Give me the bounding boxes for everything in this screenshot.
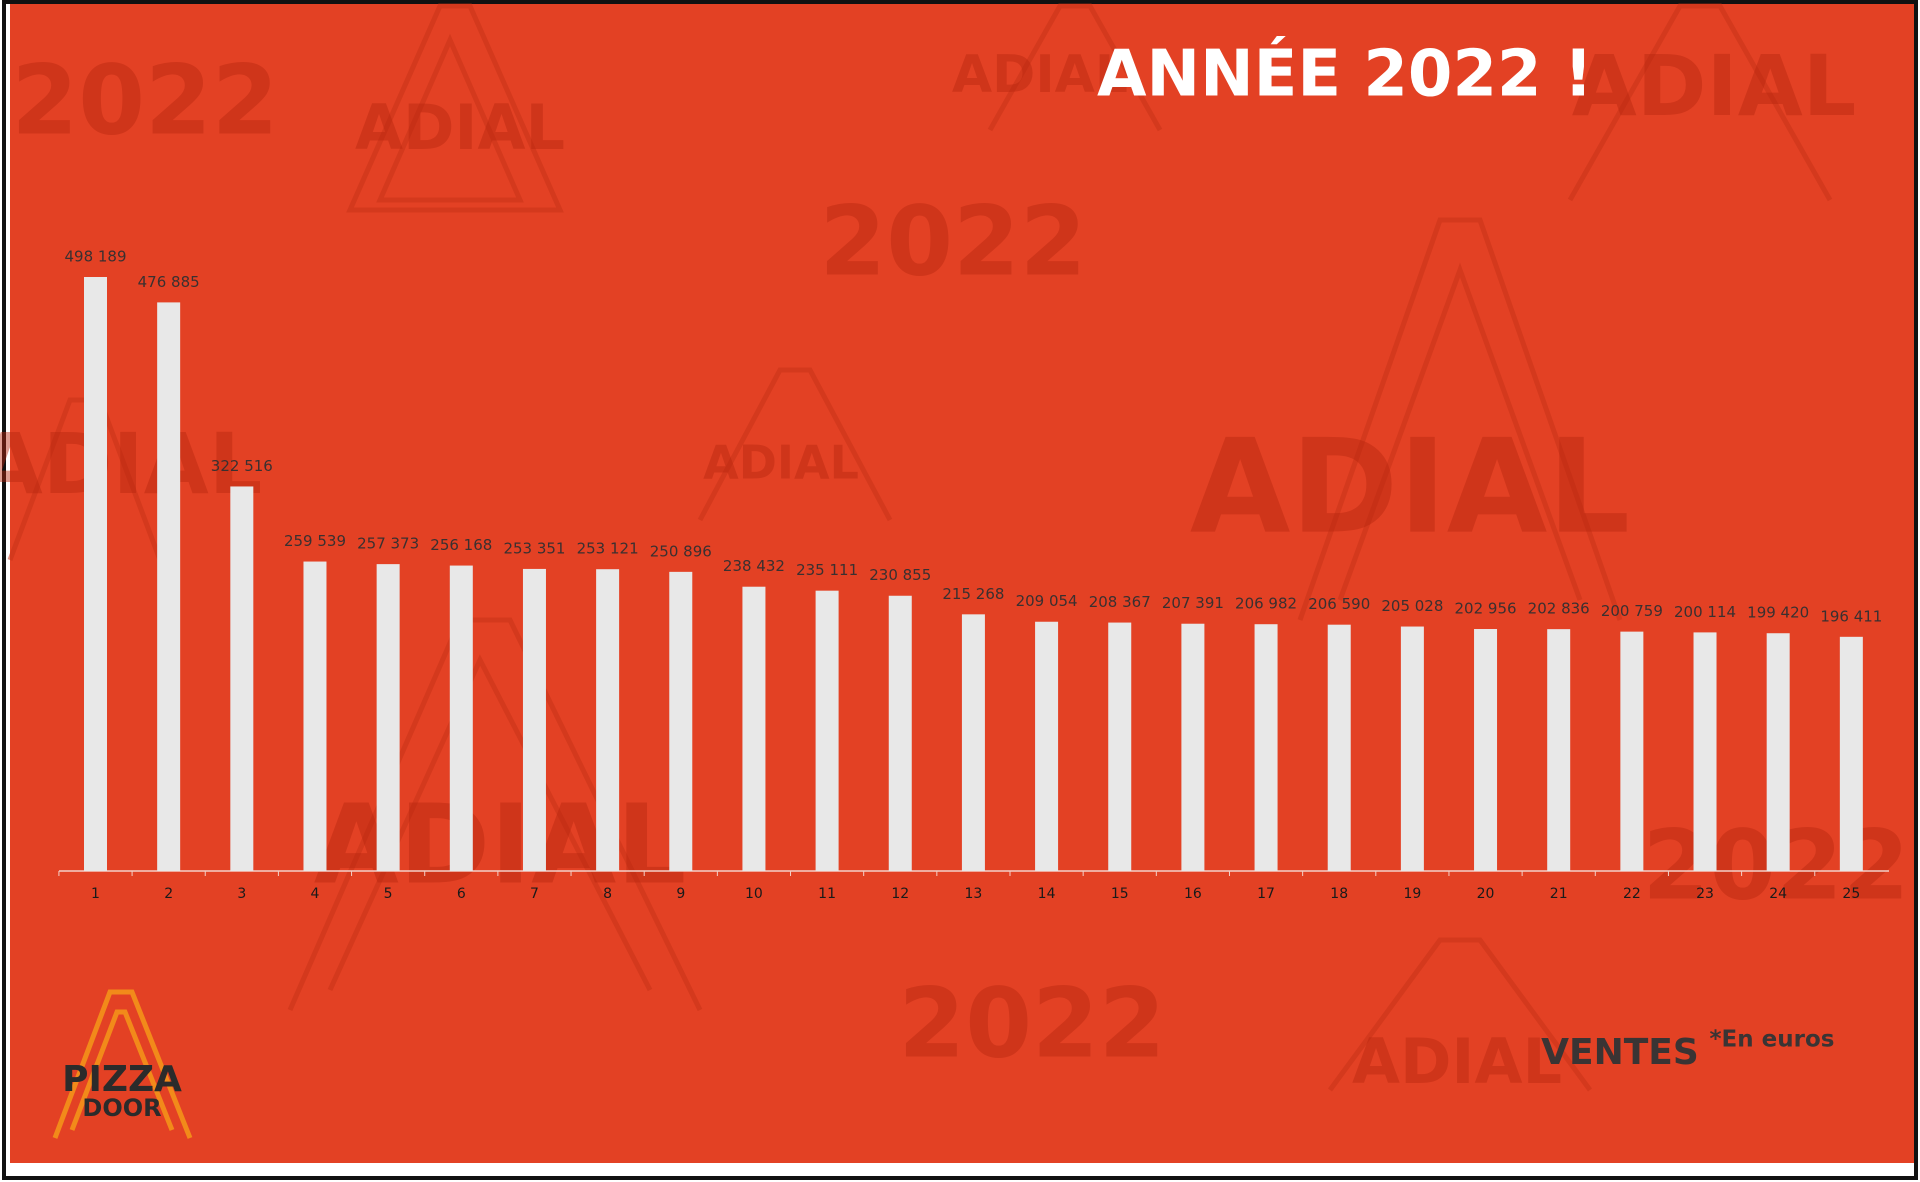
watermark: ADIAL bbox=[1572, 37, 1857, 135]
logo-shape bbox=[52, 989, 193, 1139]
x-tick-label: 14 bbox=[1038, 886, 1056, 902]
value-label: 498 189 bbox=[64, 248, 126, 266]
watermark: ADIAL bbox=[952, 45, 1128, 105]
value-label: 322 516 bbox=[211, 457, 273, 475]
bar bbox=[742, 586, 766, 871]
value-label: 199 420 bbox=[1747, 604, 1809, 622]
bar bbox=[303, 561, 327, 871]
bar bbox=[1693, 632, 1717, 871]
value-label: 200 759 bbox=[1601, 602, 1663, 620]
watermark: 2022 bbox=[819, 185, 1086, 297]
bar bbox=[1108, 622, 1132, 871]
bar bbox=[449, 565, 473, 871]
bar bbox=[1035, 621, 1059, 871]
bar bbox=[1620, 631, 1644, 871]
watermark: ADIAL bbox=[703, 436, 859, 490]
value-label: 205 028 bbox=[1381, 597, 1443, 615]
bar bbox=[1181, 623, 1205, 871]
x-tick-label: 16 bbox=[1184, 886, 1202, 902]
value-label: 230 855 bbox=[869, 566, 931, 584]
value-label: 253 351 bbox=[503, 539, 565, 557]
logo: PIZZA DOOR bbox=[52, 989, 193, 1139]
value-label: 202 836 bbox=[1528, 600, 1590, 618]
bar bbox=[888, 595, 912, 871]
x-tick-label: 8 bbox=[603, 886, 612, 902]
x-tick-label: 12 bbox=[891, 886, 909, 902]
watermark: ADIAL bbox=[314, 780, 687, 908]
plot-background bbox=[10, 4, 1914, 1163]
bar bbox=[1400, 626, 1424, 871]
watermark: ADIAL bbox=[0, 415, 262, 513]
value-label: 209 054 bbox=[1016, 592, 1078, 610]
x-tick-label: 7 bbox=[530, 886, 539, 902]
value-label: 215 268 bbox=[942, 585, 1004, 603]
logo-text: DOOR bbox=[82, 1094, 161, 1122]
x-tick-label: 15 bbox=[1111, 886, 1129, 902]
x-tick-label: 18 bbox=[1330, 886, 1348, 902]
value-label: 206 982 bbox=[1235, 595, 1297, 613]
x-tick-label: 21 bbox=[1550, 886, 1568, 902]
x-tick-label: 25 bbox=[1842, 886, 1860, 902]
value-label: 196 411 bbox=[1820, 607, 1882, 625]
x-tick-label: 24 bbox=[1769, 886, 1787, 902]
bar bbox=[522, 568, 546, 871]
x-tick-label: 11 bbox=[818, 886, 836, 902]
x-tick-label: 3 bbox=[237, 886, 246, 902]
value-label: 202 956 bbox=[1455, 600, 1517, 618]
x-tick-label: 13 bbox=[965, 886, 983, 902]
axis-label: VENTES bbox=[1541, 1032, 1699, 1073]
watermark: ADIAL bbox=[1190, 411, 1630, 563]
bar bbox=[157, 302, 181, 872]
value-label: 257 373 bbox=[357, 535, 419, 553]
bar bbox=[669, 571, 693, 871]
chart-title: ANNÉE 2022 ! bbox=[1097, 36, 1593, 112]
x-tick-label: 10 bbox=[745, 886, 763, 902]
x-tick-label: 1 bbox=[91, 886, 100, 902]
x-tick-label: 19 bbox=[1403, 886, 1421, 902]
bar bbox=[84, 277, 107, 871]
value-label: 256 168 bbox=[430, 536, 492, 554]
bar bbox=[596, 569, 620, 871]
bar bbox=[376, 564, 400, 871]
value-label: 200 114 bbox=[1674, 603, 1736, 621]
x-tick-label: 6 bbox=[457, 886, 466, 902]
bar bbox=[815, 590, 839, 871]
bar bbox=[1474, 629, 1498, 871]
x-tick-label: 22 bbox=[1623, 886, 1641, 902]
unit-note: *En euros bbox=[1710, 1027, 1835, 1053]
x-tick-label: 9 bbox=[676, 886, 685, 902]
bar bbox=[1839, 636, 1863, 871]
value-label: 259 539 bbox=[284, 532, 346, 550]
x-tick-label: 2 bbox=[164, 886, 173, 902]
bar bbox=[1327, 624, 1351, 871]
value-label: 235 111 bbox=[796, 561, 858, 579]
value-label: 206 590 bbox=[1308, 595, 1370, 613]
x-tick-label: 20 bbox=[1477, 886, 1495, 902]
x-tick-label: 4 bbox=[311, 886, 320, 902]
bar bbox=[1254, 624, 1278, 871]
logo-text: PIZZA bbox=[62, 1059, 182, 1100]
bar bbox=[1547, 629, 1571, 871]
x-tick-label: 5 bbox=[384, 886, 393, 902]
value-label: 253 121 bbox=[577, 540, 639, 558]
value-label: 476 885 bbox=[138, 273, 200, 291]
value-label: 208 367 bbox=[1089, 593, 1151, 611]
watermark: ADIAL bbox=[355, 91, 565, 164]
watermark: 2022 bbox=[11, 44, 278, 156]
watermark-shapes bbox=[7, 3, 1833, 1092]
x-tick-label: 23 bbox=[1696, 886, 1714, 902]
bar bbox=[961, 614, 985, 871]
x-tick-label: 17 bbox=[1257, 886, 1275, 902]
value-label: 238 432 bbox=[723, 557, 785, 575]
value-label: 250 896 bbox=[650, 542, 712, 560]
watermark: ADIAL bbox=[1352, 1025, 1562, 1098]
watermark: 2022 bbox=[898, 967, 1165, 1079]
bar bbox=[230, 486, 254, 871]
value-label: 207 391 bbox=[1162, 594, 1224, 612]
bar bbox=[1766, 633, 1790, 871]
